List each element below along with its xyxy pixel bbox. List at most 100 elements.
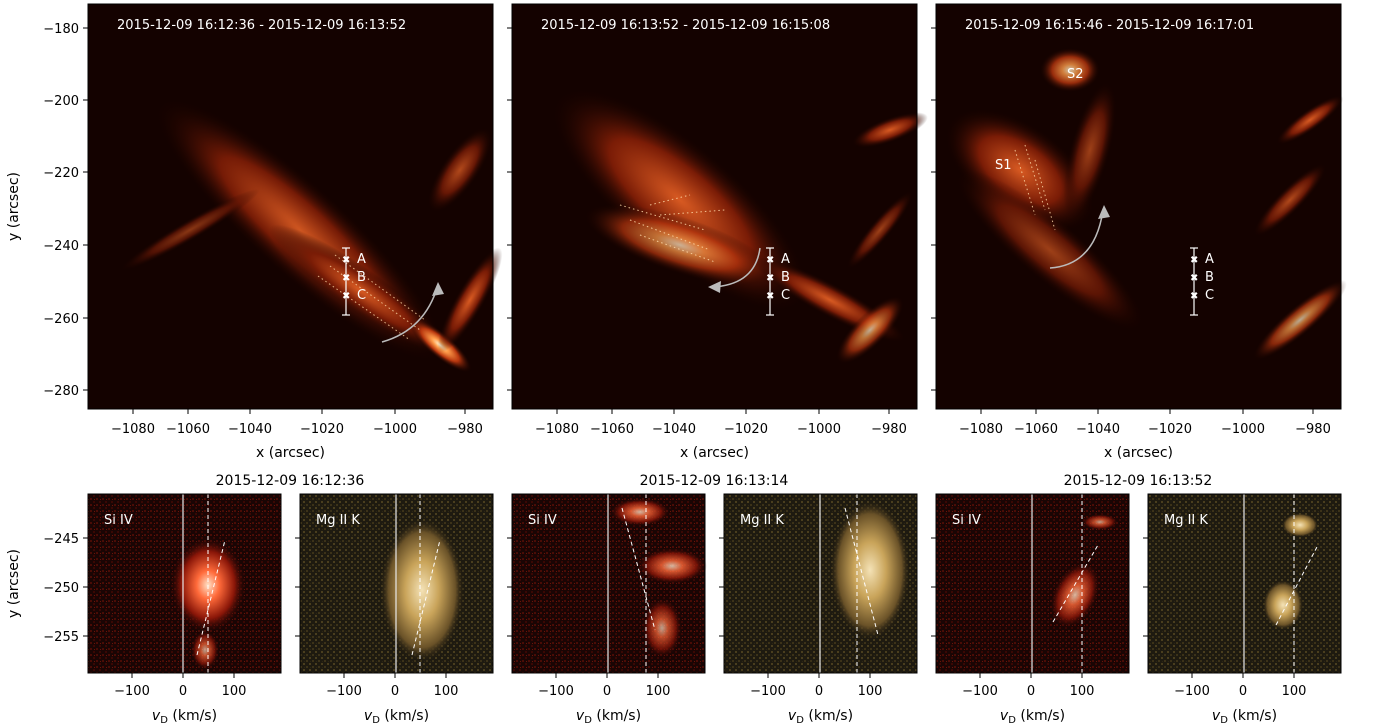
point-label-c: C	[781, 288, 790, 303]
x-tick-label: −980	[1295, 422, 1331, 437]
y-tick-label: −250	[43, 581, 79, 596]
bottom-xlabel: vD (km/s)	[364, 708, 429, 726]
bottom-xlabel: vD (km/s)	[1212, 708, 1277, 726]
x-tick-label: 0	[603, 684, 611, 699]
top-axes-frame	[935, 3, 1342, 410]
x-tick-label: 0	[1027, 684, 1035, 699]
line-label-si-2: Si IV	[528, 513, 557, 528]
slit-marker: ✖ ✖ ✖	[766, 247, 774, 316]
x-tick-label: 100	[434, 684, 459, 699]
top-panel-1-title: 2015-12-09 16:12:36 - 2015-12-09 16:13:5…	[117, 18, 406, 33]
svg-text:✖: ✖	[766, 255, 774, 266]
line-label-mg-1: Mg II K	[316, 513, 360, 528]
top-axes: −1080 −1060 −1040 −1020 −1000 −980 −180 −200 −22…	[6, 3, 1342, 461]
x-tick-label: 0	[1239, 684, 1247, 699]
x-tick-label: −1020	[300, 422, 344, 437]
x-tick-label: −1060	[590, 422, 634, 437]
point-label-c: C	[1205, 288, 1214, 303]
line-label-mg-3: Mg II K	[1164, 513, 1208, 528]
point-label-a: A	[357, 252, 366, 267]
svg-text:✖: ✖	[1190, 255, 1198, 266]
bottom-axes-frame	[511, 493, 706, 674]
x-tick-label: 0	[179, 684, 187, 699]
x-tick-label: 100	[1282, 684, 1307, 699]
point-label-a: A	[1205, 252, 1214, 267]
x-tick-label: −100	[1174, 684, 1210, 699]
top-panel-3-title: 2015-12-09 16:15:46 - 2015-12-09 16:17:0…	[965, 18, 1254, 33]
x-tick-label: 100	[1070, 684, 1095, 699]
top-panel-1: 2015-12-09 16:12:36 - 2015-12-09 16:13:5…	[88, 4, 503, 409]
svg-text:✖: ✖	[1190, 273, 1198, 284]
x-tick-label: −100	[326, 684, 362, 699]
top-panel-2: 2015-12-09 16:13:52 - 2015-12-09 16:15:0…	[512, 4, 928, 409]
y-tick-label: −255	[43, 630, 79, 645]
region-label-s1: S1	[995, 158, 1012, 173]
region-label-s2: S2	[1067, 67, 1084, 82]
bottom-xlabel: vD (km/s)	[1000, 708, 1065, 726]
x-tick-label: −1060	[166, 422, 210, 437]
top-panel-3: 2015-12-09 16:15:46 - 2015-12-09 16:17:0…	[936, 4, 1347, 409]
x-tick-label: 0	[391, 684, 399, 699]
svg-text:✖: ✖	[766, 273, 774, 284]
svg-text:✖: ✖	[342, 255, 350, 266]
x-tick-label: −1000	[797, 422, 841, 437]
top-xlabel: x (arcsec)	[256, 445, 325, 461]
y-tick-label: −280	[43, 384, 79, 399]
slit-marker: ✖ ✖ ✖	[342, 247, 350, 316]
bottom-axes-frame	[87, 493, 282, 674]
x-tick-label: −1080	[959, 422, 1003, 437]
x-tick-label: 100	[858, 684, 883, 699]
top-ylabel: y (arcsec)	[6, 172, 22, 241]
x-tick-label: −1020	[724, 422, 768, 437]
point-label-b: B	[1205, 270, 1214, 285]
x-tick-label: −1000	[1221, 422, 1265, 437]
bottom-xlabel: vD (km/s)	[788, 708, 853, 726]
bottom-panels: Si IV Mg II K Si IV Mg II K Si IV Mg II …	[88, 473, 1341, 673]
x-tick-label: −100	[962, 684, 998, 699]
line-label-si-3: Si IV	[952, 513, 981, 528]
x-tick-label: −980	[447, 422, 483, 437]
y-tick-label: −260	[43, 312, 79, 327]
point-label-a: A	[781, 252, 790, 267]
svg-text:✖: ✖	[1190, 291, 1198, 302]
svg-text:✖: ✖	[342, 273, 350, 284]
y-tick-label: −220	[43, 166, 79, 181]
top-xlabel: x (arcsec)	[680, 445, 749, 461]
x-tick-label: −1040	[228, 422, 272, 437]
y-tick-label: −240	[43, 239, 79, 254]
spectra-time-2: 2015-12-09 16:13:14	[640, 473, 789, 489]
x-tick-label: −1000	[373, 422, 417, 437]
point-label-b: B	[781, 270, 790, 285]
y-tick-label: −200	[43, 94, 79, 109]
point-label-b: B	[357, 270, 366, 285]
bottom-ylabel: y (arcsec)	[6, 549, 22, 618]
x-tick-label: −980	[871, 422, 907, 437]
x-tick-label: −1020	[1148, 422, 1192, 437]
x-tick-label: 100	[222, 684, 247, 699]
bottom-axes-frame	[723, 493, 918, 674]
bottom-axes-frame	[935, 493, 1130, 674]
x-tick-label: 100	[646, 684, 671, 699]
top-xlabel: x (arcsec)	[1104, 445, 1173, 461]
x-tick-label: 0	[815, 684, 823, 699]
y-tick-label: −245	[43, 532, 79, 547]
x-tick-label: −1080	[535, 422, 579, 437]
spectra-time-3: 2015-12-09 16:13:52	[1064, 473, 1213, 489]
bottom-axes-frame	[1147, 493, 1342, 674]
top-axes-frame	[511, 3, 918, 410]
bottom-axes-frame	[299, 493, 494, 674]
svg-text:✖: ✖	[342, 291, 350, 302]
x-tick-label: −100	[750, 684, 786, 699]
zero-velocity-lines	[182, 494, 1245, 673]
x-tick-label: −1060	[1014, 422, 1058, 437]
x-tick-label: −100	[114, 684, 150, 699]
slit-marker: ✖ ✖ ✖	[1190, 247, 1198, 316]
x-tick-label: −1040	[1076, 422, 1120, 437]
fit-lines	[196, 494, 1319, 673]
x-tick-label: −100	[538, 684, 574, 699]
point-label-c: C	[357, 288, 366, 303]
y-tick-label: −180	[43, 22, 79, 37]
bottom-xlabel: vD (km/s)	[152, 708, 217, 726]
